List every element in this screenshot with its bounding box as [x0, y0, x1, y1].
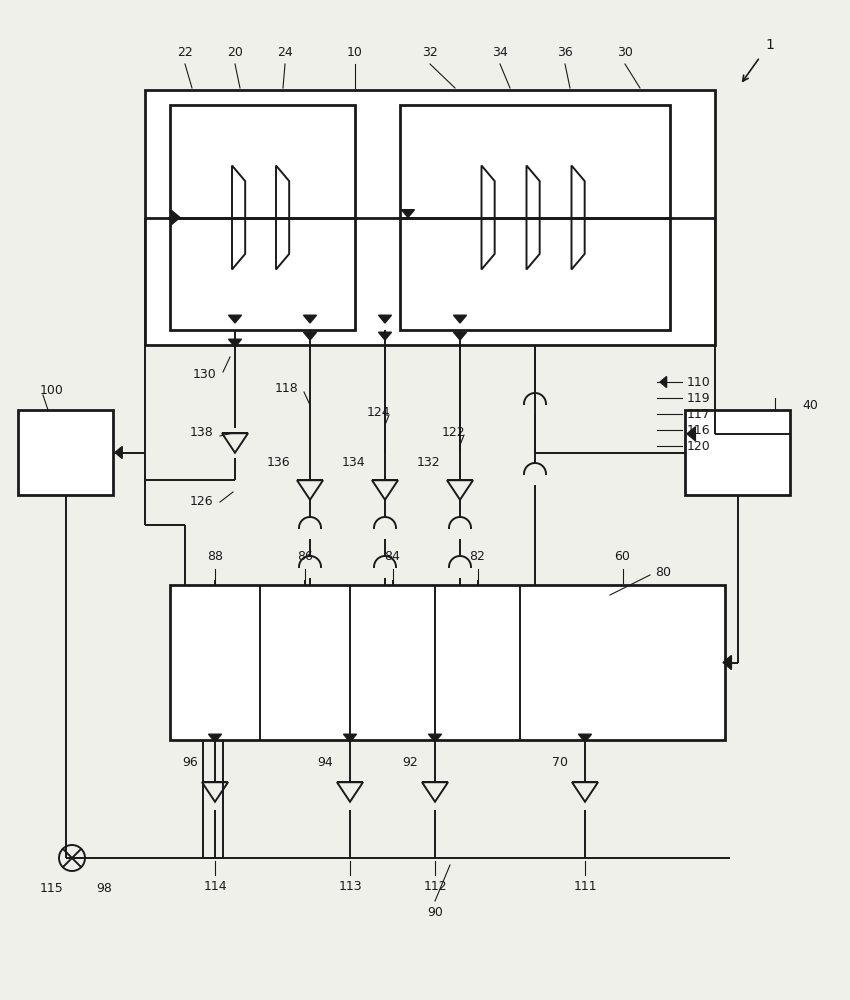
Text: 114: 114	[203, 880, 227, 893]
Text: 80: 80	[655, 566, 671, 578]
Bar	[18, 410, 113, 495]
Text: 119: 119	[687, 391, 711, 404]
Polygon shape	[208, 734, 222, 742]
Text: 20: 20	[227, 45, 243, 58]
Text: 40: 40	[802, 399, 818, 412]
Polygon shape	[579, 734, 592, 742]
Polygon shape	[303, 332, 316, 340]
Bar	[400, 105, 670, 330]
Bar	[685, 410, 790, 495]
Polygon shape	[378, 315, 392, 323]
Text: 112: 112	[423, 880, 447, 893]
Text: 96: 96	[182, 756, 198, 768]
Text: 132: 132	[416, 456, 440, 468]
Bar	[145, 90, 715, 345]
Text: 1: 1	[766, 38, 774, 52]
Text: 120: 120	[687, 440, 711, 452]
Bar	[170, 105, 355, 330]
Polygon shape	[229, 339, 241, 347]
Polygon shape	[401, 210, 415, 218]
Text: 111: 111	[573, 880, 597, 893]
Polygon shape	[454, 315, 467, 323]
Text: 115: 115	[40, 882, 64, 895]
Text: 122: 122	[442, 426, 466, 438]
Text: 30: 30	[617, 45, 633, 58]
Text: 110: 110	[687, 375, 711, 388]
Polygon shape	[723, 656, 731, 670]
Text: 117: 117	[687, 408, 711, 420]
Text: 82: 82	[469, 550, 485, 563]
Text: 32: 32	[422, 45, 438, 58]
Text: 134: 134	[342, 456, 365, 468]
Text: 130: 130	[193, 368, 217, 381]
Text: 70: 70	[552, 756, 568, 768]
Text: 60: 60	[615, 550, 631, 563]
Text: 10: 10	[347, 45, 363, 58]
Text: 90: 90	[427, 906, 443, 920]
Polygon shape	[343, 734, 356, 742]
Text: 124: 124	[367, 406, 391, 418]
Polygon shape	[454, 332, 467, 340]
Text: 136: 136	[266, 456, 290, 468]
Text: 86: 86	[297, 550, 313, 563]
Bar	[170, 585, 725, 740]
Text: 36: 36	[557, 45, 573, 58]
Text: 113: 113	[338, 880, 362, 893]
Text: 34: 34	[492, 45, 507, 58]
Polygon shape	[428, 734, 441, 742]
Text: 22: 22	[177, 45, 193, 58]
Polygon shape	[378, 332, 392, 340]
Text: 116: 116	[687, 424, 711, 436]
Polygon shape	[303, 315, 316, 323]
Polygon shape	[660, 376, 666, 387]
Text: 118: 118	[275, 381, 298, 394]
Text: 92: 92	[402, 756, 418, 768]
Polygon shape	[687, 427, 695, 441]
Text: 98: 98	[96, 882, 112, 895]
Text: 84: 84	[384, 550, 400, 563]
Text: 24: 24	[277, 45, 293, 58]
Text: 94: 94	[317, 756, 333, 768]
Text: 88: 88	[207, 550, 223, 563]
Polygon shape	[115, 447, 122, 458]
Polygon shape	[171, 210, 180, 225]
Text: 100: 100	[40, 383, 64, 396]
Text: 138: 138	[190, 426, 213, 440]
Polygon shape	[229, 315, 241, 323]
Text: 126: 126	[190, 495, 213, 508]
